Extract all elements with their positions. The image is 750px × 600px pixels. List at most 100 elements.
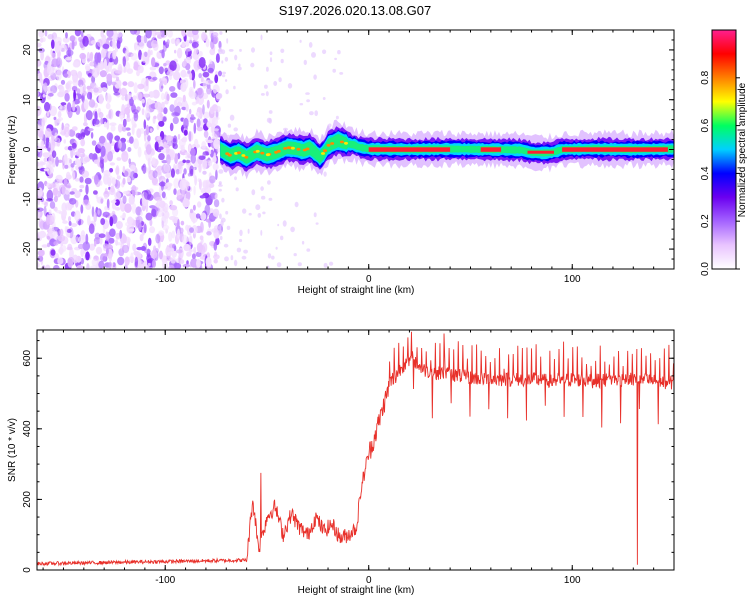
noise-blob bbox=[142, 163, 147, 175]
noise-blob bbox=[114, 179, 121, 189]
noise-blob bbox=[213, 128, 220, 132]
noise-blob bbox=[118, 140, 122, 149]
noise-blob bbox=[339, 72, 344, 75]
noise-blob bbox=[184, 39, 190, 47]
noise-blob bbox=[136, 91, 143, 101]
noise-blob bbox=[126, 228, 135, 232]
noise-blob bbox=[137, 260, 145, 269]
noise-blob bbox=[160, 30, 166, 38]
noise-blob bbox=[59, 228, 64, 237]
noise-blob bbox=[170, 257, 176, 264]
noise-blob bbox=[67, 243, 73, 250]
noise-blob bbox=[251, 189, 256, 196]
noise-blob bbox=[260, 93, 265, 96]
noise-blob bbox=[266, 265, 270, 269]
noise-blob bbox=[169, 60, 177, 71]
noise-blob bbox=[149, 219, 153, 227]
noise-blob bbox=[171, 230, 176, 239]
noise-blob bbox=[215, 105, 222, 113]
noise-blob bbox=[120, 215, 126, 219]
noise-blob bbox=[80, 128, 86, 140]
noise-blob bbox=[166, 154, 171, 165]
colorbar-tick-label: 0.6 bbox=[700, 118, 711, 132]
noise-blob bbox=[121, 126, 127, 132]
noise-blob bbox=[132, 95, 137, 101]
noise-blob bbox=[133, 138, 140, 150]
noise-blob bbox=[150, 50, 153, 56]
noise-blob bbox=[93, 211, 97, 223]
noise-blob bbox=[208, 150, 212, 155]
noise-blob bbox=[120, 87, 128, 97]
noise-blob bbox=[233, 127, 238, 132]
noise-blob bbox=[337, 50, 341, 55]
noise-blob bbox=[57, 257, 64, 265]
noise-blob bbox=[322, 97, 326, 100]
noise-blob bbox=[137, 83, 145, 90]
noise-blob bbox=[63, 126, 71, 138]
noise-blob bbox=[55, 174, 63, 182]
colorbar-tick-label: 0.8 bbox=[700, 70, 711, 84]
noise-blob bbox=[154, 196, 163, 202]
noise-blob bbox=[44, 201, 48, 207]
noise-blob bbox=[62, 37, 70, 43]
noise-blob bbox=[218, 93, 223, 99]
noise-blob bbox=[59, 246, 64, 255]
noise-blob bbox=[122, 81, 128, 86]
noise-blob bbox=[87, 128, 94, 132]
noise-blob bbox=[152, 89, 160, 99]
noise-blob bbox=[306, 248, 311, 252]
noise-blob bbox=[64, 164, 69, 169]
noise-blob bbox=[179, 80, 183, 84]
noise-blob bbox=[103, 121, 107, 128]
noise-blob bbox=[212, 155, 217, 163]
noise-blob bbox=[63, 177, 68, 187]
noise-blob bbox=[171, 111, 179, 117]
noise-blob bbox=[67, 80, 73, 85]
ridge-hot-segment bbox=[527, 150, 554, 154]
noise-blob bbox=[91, 258, 98, 266]
noise-blob bbox=[131, 203, 137, 214]
noise-blob bbox=[236, 247, 242, 253]
noise-blob bbox=[169, 205, 178, 211]
noise-blob bbox=[147, 262, 151, 267]
noise-blob bbox=[69, 248, 74, 260]
noise-blob bbox=[83, 156, 91, 163]
noise-blob bbox=[162, 202, 169, 213]
noise-blob bbox=[72, 149, 76, 156]
noise-blob bbox=[179, 169, 182, 174]
noise-blob bbox=[235, 187, 239, 192]
noise-blob bbox=[69, 198, 77, 205]
noise-blob bbox=[59, 85, 65, 96]
noise-blob bbox=[71, 126, 78, 131]
noise-blob bbox=[55, 156, 59, 167]
noise-blob bbox=[176, 38, 180, 45]
noise-blob bbox=[115, 242, 122, 246]
spectrogram-x-tick-label: 0 bbox=[366, 274, 372, 285]
noise-blob bbox=[115, 167, 120, 175]
noise-blob bbox=[159, 81, 164, 93]
noise-blob bbox=[141, 98, 146, 104]
noise-blob bbox=[105, 93, 112, 104]
spectrogram-x-label: Height of straight line (km) bbox=[298, 285, 415, 296]
noise-blob bbox=[97, 209, 100, 215]
noise-blob bbox=[100, 198, 104, 204]
noise-blob bbox=[67, 256, 74, 268]
noise-blob bbox=[103, 173, 109, 185]
ridge-hot-spot bbox=[323, 149, 327, 153]
noise-blob bbox=[99, 70, 107, 78]
noise-blob bbox=[104, 221, 109, 229]
noise-blob bbox=[152, 76, 158, 81]
colorbar-tick-label: 0.2 bbox=[700, 214, 711, 228]
noise-blob bbox=[103, 58, 107, 70]
noise-blob bbox=[124, 256, 130, 266]
noise-blob bbox=[139, 127, 145, 134]
noise-blob bbox=[46, 189, 54, 201]
noise-blob bbox=[75, 132, 82, 139]
noise-blob bbox=[147, 157, 151, 167]
noise-blob bbox=[109, 168, 114, 173]
noise-blob bbox=[225, 89, 229, 95]
noise-blob bbox=[160, 92, 165, 101]
noise-blob bbox=[124, 49, 130, 57]
noise-blob bbox=[46, 198, 54, 202]
noise-blob bbox=[193, 247, 196, 253]
